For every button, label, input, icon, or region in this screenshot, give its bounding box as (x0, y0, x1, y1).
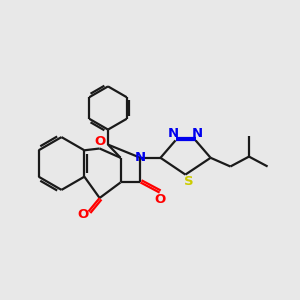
Text: N: N (192, 127, 203, 140)
Text: O: O (94, 135, 105, 148)
Text: N: N (168, 127, 179, 140)
Text: S: S (184, 175, 193, 188)
Text: O: O (154, 193, 165, 206)
Text: O: O (77, 208, 89, 221)
Text: N: N (135, 151, 146, 164)
